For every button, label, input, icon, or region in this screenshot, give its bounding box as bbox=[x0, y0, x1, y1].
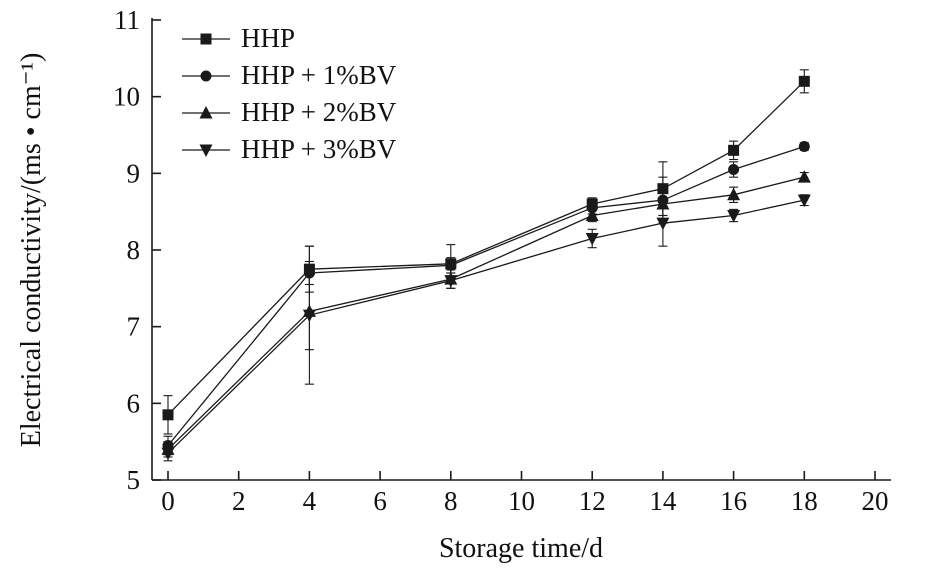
svg-text:6: 6 bbox=[127, 388, 141, 418]
square-marker-icon bbox=[182, 30, 230, 48]
legend: HHP HHP + 1%BV HHP + 2%BV HHP + 3%BV bbox=[182, 20, 396, 168]
legend-item-hhp-3bv: HHP + 3%BV bbox=[182, 131, 396, 168]
y-axis-label: Electrical conductivity/(ms • cm⁻¹) bbox=[16, 53, 47, 448]
svg-text:2: 2 bbox=[232, 486, 246, 516]
triangle-down-marker-icon bbox=[182, 141, 230, 159]
svg-text:12: 12 bbox=[579, 486, 606, 516]
plot-area: 0 2 4 6 8 10 12 14 16 18 20 5 6 7 8 9 10 11 bbox=[113, 5, 891, 516]
svg-text:4: 4 bbox=[303, 486, 317, 516]
svg-text:10: 10 bbox=[508, 486, 535, 516]
svg-text:7: 7 bbox=[127, 312, 141, 342]
svg-text:16: 16 bbox=[720, 486, 747, 516]
legend-label-hhp-1bv: HHP + 1%BV bbox=[241, 60, 397, 90]
svg-text:9: 9 bbox=[127, 158, 141, 188]
svg-text:8: 8 bbox=[444, 486, 458, 516]
x-axis-label: Storage time/d bbox=[439, 533, 603, 564]
legend-item-hhp-1bv: HHP + 1%BV bbox=[182, 57, 396, 94]
svg-text:0: 0 bbox=[161, 486, 175, 516]
svg-text:20: 20 bbox=[862, 486, 889, 516]
circle-marker-icon bbox=[182, 67, 230, 85]
svg-text:11: 11 bbox=[114, 5, 140, 35]
svg-text:10: 10 bbox=[113, 82, 140, 112]
triangle-up-marker-icon bbox=[182, 104, 230, 122]
legend-label-hhp-3bv: HHP + 3%BV bbox=[241, 134, 397, 164]
legend-label-hhp: HHP bbox=[241, 23, 296, 53]
svg-text:18: 18 bbox=[791, 486, 818, 516]
svg-text:6: 6 bbox=[373, 486, 387, 516]
svg-text:14: 14 bbox=[649, 486, 677, 516]
legend-item-hhp-2bv: HHP + 2%BV bbox=[182, 94, 396, 131]
svg-text:5: 5 bbox=[127, 465, 141, 495]
legend-item-hhp: HHP bbox=[182, 20, 396, 57]
legend-label-hhp-2bv: HHP + 2%BV bbox=[241, 97, 397, 127]
svg-text:8: 8 bbox=[127, 235, 141, 265]
